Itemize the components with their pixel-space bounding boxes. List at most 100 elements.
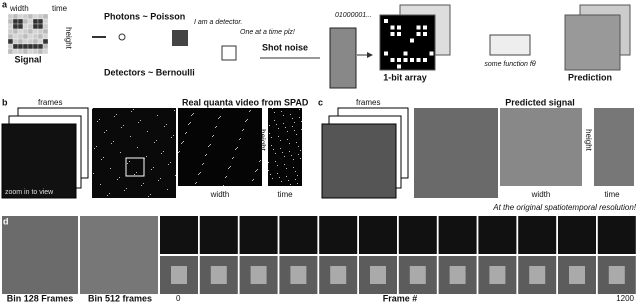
speckle: [286, 176, 287, 177]
speckle: [136, 172, 137, 173]
axis-label: height: [584, 129, 593, 152]
axis-label: time: [277, 190, 293, 199]
speckle: [270, 174, 271, 175]
bit: [397, 25, 401, 30]
speckle: [295, 171, 296, 172]
speckle: [249, 111, 250, 112]
speckle: [110, 168, 111, 169]
bit: [416, 32, 421, 36]
signal-pixel: [22, 13, 29, 20]
signal-pixel: [27, 33, 34, 40]
signal-pixel: [37, 13, 44, 20]
signal-pixel: [12, 38, 19, 45]
speckle: [161, 153, 162, 154]
speckle: [215, 127, 216, 128]
bit: [384, 19, 388, 23]
speckle: [196, 182, 197, 183]
speckle: [257, 169, 258, 170]
speckle: [173, 135, 174, 136]
speckle: [212, 136, 213, 137]
speckle: [203, 163, 204, 164]
signal-pixel: [17, 48, 24, 55]
object: [290, 266, 307, 284]
speckle: [233, 157, 234, 158]
signal-pixel: [42, 23, 49, 30]
speckle: [146, 156, 147, 157]
noisy-frame: [160, 216, 198, 254]
speckle: [230, 166, 231, 167]
spad-time: [268, 108, 302, 186]
spad-image: [92, 108, 176, 198]
speckle: [199, 173, 200, 174]
speckle: [298, 154, 299, 155]
speckle: [228, 168, 229, 169]
speckle: [179, 151, 180, 152]
speckle: [282, 152, 283, 153]
pred-time: [594, 108, 634, 186]
bit: [390, 25, 395, 30]
speckle: [104, 132, 105, 133]
bit: [384, 51, 388, 56]
speckle: [298, 146, 299, 147]
speckle: [256, 170, 257, 171]
speckle: [174, 110, 175, 111]
speckle: [299, 109, 300, 110]
speckle: [188, 124, 189, 125]
signal-pixel: [32, 13, 39, 20]
speckle: [131, 111, 132, 112]
signal-pixel: [27, 43, 34, 50]
speckle: [190, 122, 191, 123]
bits: 01000001...: [335, 12, 372, 19]
speckle: [260, 160, 261, 161]
speckle: [290, 114, 291, 115]
caption: some function fθ: [484, 61, 535, 68]
speckle: [137, 147, 138, 148]
caption: 1-bit array: [383, 72, 427, 82]
speckle: [103, 157, 104, 158]
speckle: [195, 183, 196, 184]
axis-label: 0: [176, 294, 181, 303]
speckle: [275, 153, 276, 154]
speckle: [235, 149, 236, 150]
bit: [429, 51, 434, 56]
axis-label: width: [531, 190, 551, 199]
speckle: [284, 156, 285, 157]
speckle: [116, 114, 117, 115]
signal-pixel: [12, 13, 19, 20]
axis-label: height: [258, 129, 267, 152]
speckle: [189, 123, 190, 124]
object: [330, 266, 347, 284]
speckle: [292, 118, 293, 119]
signal-pixel: [17, 23, 24, 30]
speckle: [280, 140, 281, 141]
panel-label: d: [3, 216, 9, 226]
speckle: [279, 177, 280, 178]
pred-image: [414, 108, 498, 198]
speckle: [268, 162, 269, 163]
speckle: [114, 116, 115, 117]
panel-title: Predicted signal: [505, 97, 575, 107]
speckle: [245, 121, 246, 122]
signal-pixel: [37, 23, 44, 30]
signal-pixel: [32, 28, 39, 35]
signal-pixel: [17, 43, 24, 50]
speckle: [268, 170, 269, 171]
speckle: [150, 194, 151, 195]
speckle: [126, 188, 127, 189]
speckle: [277, 165, 278, 166]
bit: [403, 51, 408, 56]
signal-pixel: [17, 33, 24, 40]
speckle: [175, 175, 176, 176]
speckle: [144, 158, 145, 159]
signal-pixel: [7, 18, 14, 25]
speckle: [277, 173, 278, 174]
speckle: [287, 131, 288, 132]
signal-pixel: [27, 23, 34, 30]
signal-pixel: [27, 48, 34, 55]
signal-pixel: [37, 33, 44, 40]
signal-pixel: [37, 28, 44, 35]
speckle: [156, 140, 157, 141]
speckle: [271, 145, 272, 146]
speckle: [246, 120, 247, 121]
signal-pixel: [17, 28, 24, 35]
